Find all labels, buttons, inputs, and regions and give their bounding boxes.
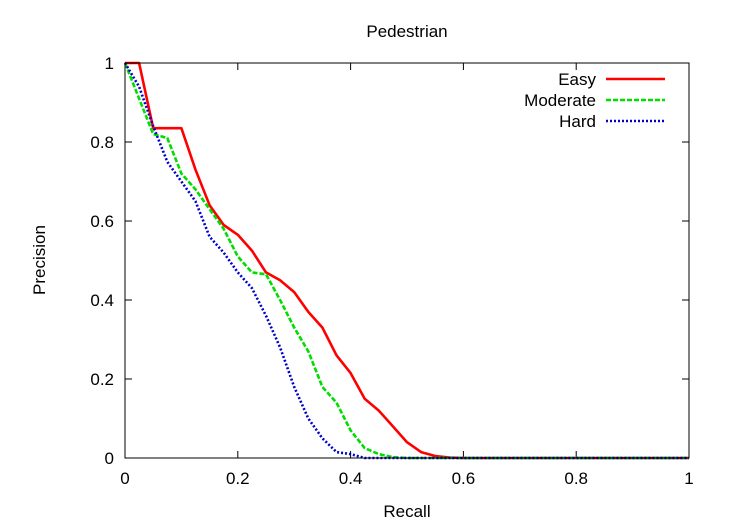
series-line-moderate — [123, 62, 689, 460]
y-tick-label: 0.6 — [90, 212, 114, 231]
legend: Easy Moderate Hard — [524, 70, 665, 131]
x-tick-label: 0 — [120, 469, 129, 488]
legend-label-hard: Hard — [559, 112, 596, 131]
plot-frame — [124, 62, 690, 459]
x-tick-label: 0.2 — [226, 469, 250, 488]
series-line-easy — [125, 61, 689, 460]
plot-area: 0 0.2 0.4 0.6 0.8 1 0 0.2 0.4 0.6 0.8 1 — [90, 54, 693, 488]
y-tick-label: 0.8 — [90, 133, 114, 152]
x-tick-label: 0.8 — [564, 469, 588, 488]
x-tick-label: 0.4 — [339, 469, 363, 488]
y-tick-label: 1 — [105, 54, 114, 73]
legend-label-easy: Easy — [558, 70, 596, 89]
series-line-hard — [123, 62, 689, 460]
x-tick-label: 0.6 — [452, 469, 476, 488]
x-tick-label: 1 — [684, 469, 693, 488]
chart-title: Pedestrian — [366, 22, 447, 41]
y-tick-label: 0.2 — [90, 370, 114, 389]
y-axis-label: Precision — [30, 225, 49, 295]
legend-label-moderate: Moderate — [524, 91, 596, 110]
y-tick-label: 0.4 — [90, 291, 114, 310]
y-tick-label: 0 — [105, 449, 114, 468]
x-axis-label: Recall — [383, 502, 430, 521]
